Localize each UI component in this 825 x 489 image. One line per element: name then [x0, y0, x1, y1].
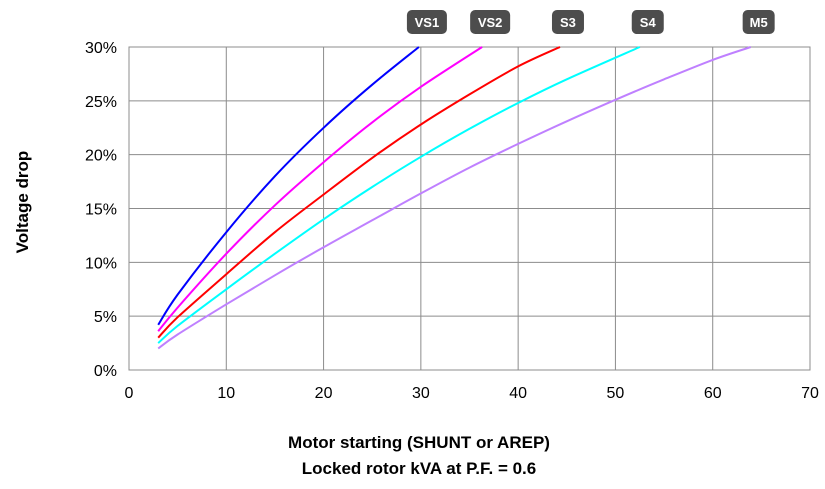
series-line-s4 — [157, 46, 641, 344]
x-tick-label: 20 — [315, 385, 333, 402]
badge-label: M5 — [750, 15, 768, 30]
y-tick-label: 5% — [94, 309, 117, 326]
y-tick-label: 15% — [85, 202, 117, 219]
x-tick-label: 10 — [217, 385, 235, 402]
badge-background — [631, 10, 664, 34]
tick-labels: 0 10 20 30 40 50 60 70 0% 5% 10% 15% 20% 25% 30% — [85, 40, 819, 402]
series-line-vs2 — [157, 46, 483, 332]
series-badge-s4: S4 — [631, 10, 664, 34]
x-tick-label: 70 — [801, 385, 819, 402]
x-tick-label: 50 — [607, 385, 625, 402]
x-axis-title-line-2: Locked rotor kVA at P.F. = 0.6 — [302, 459, 536, 478]
series-lines — [157, 46, 752, 350]
x-tick-label: 30 — [412, 385, 430, 402]
y-tick-label: 0% — [94, 363, 117, 380]
y-axis-title: Voltage drop — [13, 151, 32, 254]
badge-background — [470, 10, 511, 34]
plot-frame — [128, 46, 811, 371]
badge-label: VS2 — [478, 15, 503, 30]
x-tick-label: 40 — [509, 385, 527, 402]
badge-label: S4 — [640, 15, 657, 30]
x-tick-label: 0 — [125, 385, 134, 402]
y-tick-label: 30% — [85, 40, 117, 57]
badge-background — [406, 10, 447, 34]
y-tick-label: 25% — [85, 94, 117, 111]
badge-label: S3 — [560, 15, 576, 30]
badge-background — [551, 10, 584, 34]
series-badge-m5: M5 — [742, 10, 775, 34]
series-line-vs1 — [157, 46, 420, 326]
series-line-m5 — [157, 46, 752, 350]
x-tick-label: 60 — [704, 385, 722, 402]
y-tick-label: 20% — [85, 148, 117, 165]
series-badge-s3: S3 — [551, 10, 584, 34]
series-badge-vs2: VS2 — [470, 10, 511, 34]
series-badge-vs1: VS1 — [406, 10, 447, 34]
series-badges: VS1 VS2 S3 S4 M5 — [406, 10, 775, 34]
y-tick-label: 10% — [85, 255, 117, 272]
badge-label: VS1 — [415, 15, 440, 30]
badge-background — [742, 10, 775, 34]
x-axis-title-line-1: Motor starting (SHUNT or AREP) — [288, 433, 550, 452]
series-line-s3 — [157, 46, 561, 339]
